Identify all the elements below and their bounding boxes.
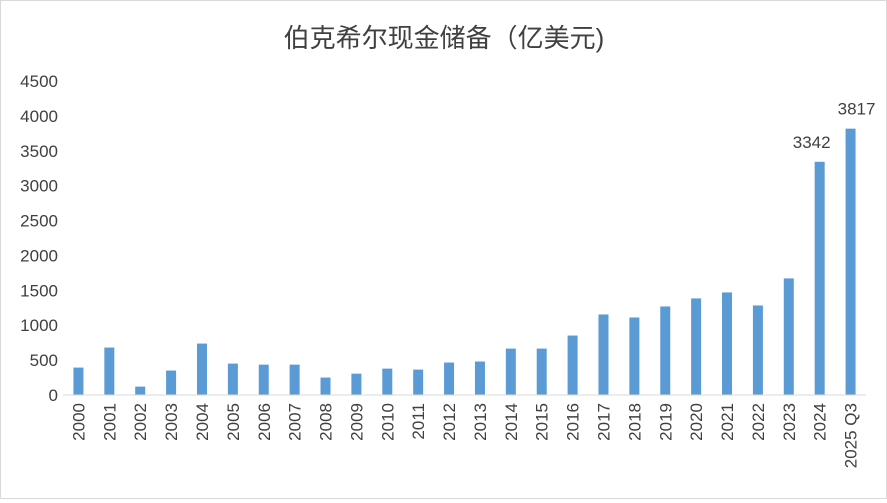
x-tick-label: 2005 (224, 403, 243, 441)
x-tick-label: 2021 (718, 403, 737, 441)
bar-2008 (320, 377, 331, 395)
x-tick-label: 2001 (100, 403, 119, 441)
bar-2013 (474, 361, 485, 395)
y-axis: 0 500 1000 1500 2000 2500 3000 3500 4000 4500 (20, 72, 58, 405)
y-tick-label: 500 (30, 351, 58, 370)
bar-2018 (629, 317, 640, 395)
y-tick-label: 3000 (20, 177, 58, 196)
x-tick-label: 2016 (564, 403, 583, 441)
data-label: 3342 (793, 133, 831, 152)
x-tick-label: 2024 (811, 403, 830, 441)
bar-2021 (722, 292, 733, 395)
bar-2004 (196, 343, 207, 395)
x-axis: 2000 2001 2002 2003 2004 2005 2006 2007 2008 2009… (69, 403, 860, 468)
x-tick-label: 2022 (749, 403, 768, 441)
bar-2017 (598, 314, 609, 395)
x-tick-label: 2000 (69, 403, 88, 441)
bar-2012 (444, 362, 455, 395)
data-label: 3817 (838, 100, 876, 119)
x-tick-label: 2023 (780, 403, 799, 441)
y-tick-label: 4500 (20, 72, 58, 91)
x-tick-label: 2025 Q3 (842, 403, 861, 468)
x-tick-label: 2012 (440, 403, 459, 441)
x-tick-label: 2018 (625, 403, 644, 441)
y-tick-label: 1500 (20, 281, 58, 300)
bars (73, 128, 856, 395)
x-tick-label: 2019 (656, 403, 675, 441)
x-tick-label: 2008 (317, 403, 336, 441)
bar-2015 (536, 348, 547, 395)
bar-2014 (505, 348, 516, 395)
bar-2000 (73, 367, 84, 395)
bar-2009 (351, 373, 362, 395)
x-tick-label: 2009 (347, 403, 366, 441)
x-tick-label: 2003 (162, 403, 181, 441)
y-tick-label: 4000 (20, 107, 58, 126)
bar-2020 (691, 298, 702, 395)
y-tick-label: 1000 (20, 316, 58, 335)
bar-2006 (258, 364, 269, 395)
bar-2024 (814, 161, 825, 395)
x-tick-label: 2017 (594, 403, 613, 441)
bar-2005 (227, 363, 238, 395)
bar-2002 (135, 386, 146, 395)
chart-title: 伯克希尔现金储备（亿美元) (284, 23, 605, 53)
data-labels: 3342 3817 (793, 100, 876, 152)
bar-2022 (752, 305, 763, 395)
bar-2007 (289, 364, 300, 395)
bar-2016 (567, 335, 578, 395)
x-tick-label: 2013 (471, 403, 490, 441)
x-tick-label: 2010 (378, 403, 397, 441)
bar-2001 (104, 347, 115, 395)
x-tick-label: 2014 (502, 403, 521, 441)
x-tick-label: 2011 (409, 403, 428, 440)
x-tick-label: 2007 (286, 403, 305, 441)
bar-2003 (166, 370, 177, 395)
bar-2010 (382, 368, 393, 395)
bar-2011 (413, 369, 424, 395)
x-tick-label: 2004 (193, 403, 212, 441)
x-tick-label: 2002 (131, 403, 150, 441)
bar-2023 (783, 278, 794, 395)
y-tick-label: 3500 (20, 142, 58, 161)
y-tick-label: 2500 (20, 212, 58, 231)
bar-2019 (660, 306, 671, 395)
y-tick-label: 0 (49, 386, 58, 405)
bar-2025-Q3 (845, 128, 856, 395)
x-tick-label: 2015 (533, 403, 552, 441)
y-tick-label: 2000 (20, 246, 58, 265)
x-tick-label: 2006 (255, 403, 274, 441)
x-tick-label: 2020 (687, 403, 706, 441)
